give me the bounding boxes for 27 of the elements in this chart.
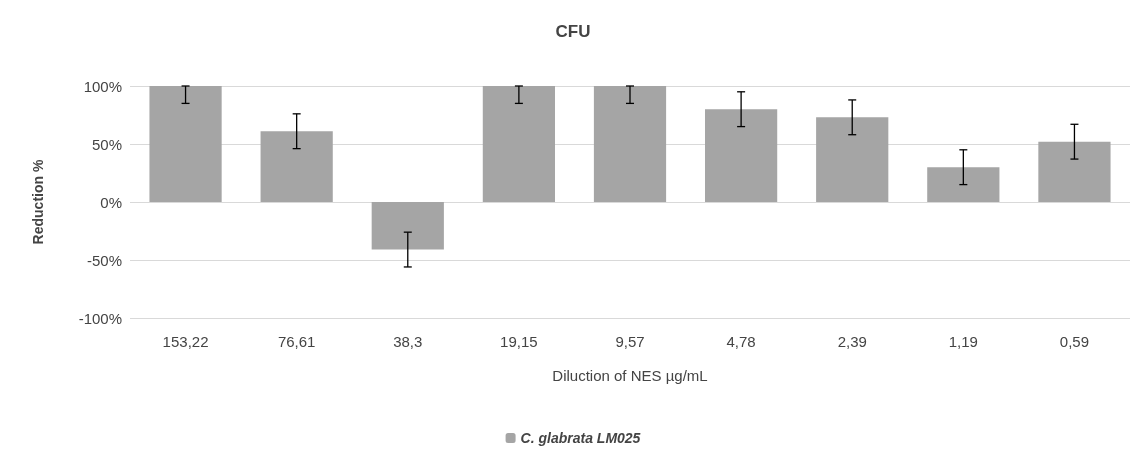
bar bbox=[927, 167, 1000, 202]
y-tick-label: -50% bbox=[86, 251, 122, 269]
x-tick-label: 153,22 bbox=[162, 333, 209, 350]
bar bbox=[1038, 141, 1111, 202]
x-tick-label: 4,78 bbox=[726, 333, 756, 350]
bar bbox=[260, 131, 333, 202]
y-tick-label: 0% bbox=[100, 193, 122, 211]
x-tick-label: 2,39 bbox=[837, 333, 867, 350]
bar bbox=[593, 86, 667, 202]
x-tick-label: 38,3 bbox=[393, 333, 423, 350]
x-tick-label: 9,57 bbox=[615, 333, 645, 350]
x-tick-label: 1,19 bbox=[948, 333, 978, 350]
x-axis-title: Diluction of NES µg/mL bbox=[552, 367, 708, 384]
x-tick-label: 19,15 bbox=[500, 333, 538, 350]
bar bbox=[149, 86, 222, 202]
y-axis-title: Reduction % bbox=[30, 159, 46, 245]
y-tick-label: -100% bbox=[78, 309, 122, 327]
chart-title: CFU bbox=[555, 22, 591, 41]
x-tick-label: 76,61 bbox=[277, 333, 316, 350]
y-tick-label: 100% bbox=[83, 77, 122, 95]
legend-label: C. glabrata LM025 bbox=[520, 430, 641, 446]
x-tick-label: 0,59 bbox=[1059, 333, 1090, 350]
bar bbox=[705, 109, 778, 202]
bar bbox=[482, 86, 555, 202]
bar bbox=[371, 202, 444, 250]
bar bbox=[816, 117, 889, 202]
y-tick-label: 50% bbox=[91, 135, 122, 153]
